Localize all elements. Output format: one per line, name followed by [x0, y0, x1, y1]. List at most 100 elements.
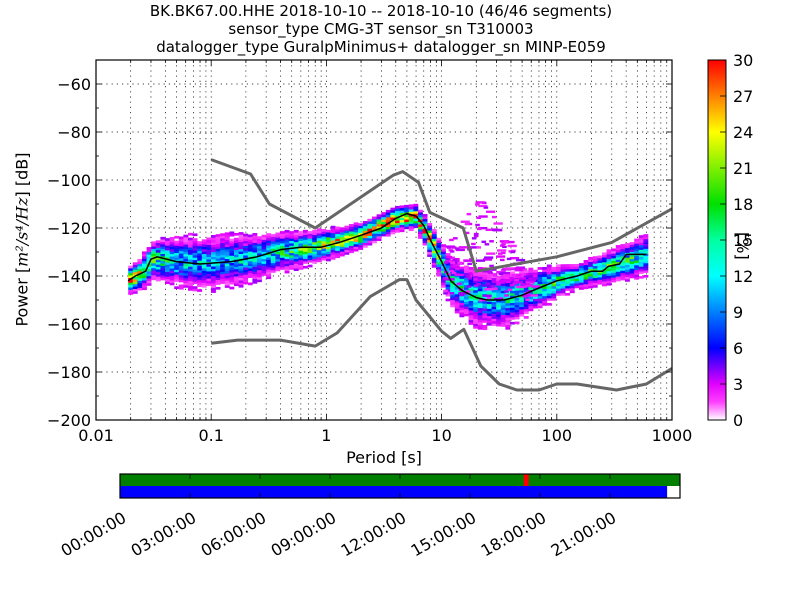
density-cell: [606, 270, 612, 274]
density-cell: [500, 271, 506, 275]
density-cell: [431, 250, 437, 254]
density-cell: [215, 236, 221, 240]
density-cell: [165, 269, 170, 273]
density-cell: [615, 269, 621, 272]
density-cell: [454, 310, 460, 314]
outlier-cell: [490, 285, 496, 288]
density-cell: [629, 244, 635, 248]
density-cell: [174, 255, 180, 258]
density-cell: [482, 279, 488, 283]
density-cell: [422, 223, 428, 227]
density-cell: [192, 245, 198, 249]
density-cell: [638, 239, 644, 243]
density-cell: [247, 251, 253, 255]
density-cell: [450, 302, 456, 305]
density-cell: [275, 268, 281, 272]
density-cell: [510, 312, 515, 315]
density-cell: [220, 274, 226, 277]
density-cell: [542, 281, 548, 285]
density-cell: [330, 254, 336, 258]
density-cell: [206, 242, 212, 246]
density-cell: [500, 316, 506, 320]
density-cell: [510, 297, 515, 301]
outlier-cell: [501, 251, 506, 255]
density-cell: [551, 293, 557, 296]
density-cell: [353, 227, 359, 230]
density-cell: [638, 268, 644, 272]
density-cell: [238, 248, 244, 252]
density-cell: [427, 251, 433, 255]
density-cell: [579, 284, 584, 288]
density-cell: [261, 261, 267, 264]
density-cell: [477, 278, 483, 282]
density-cell: [229, 241, 235, 244]
density-cell: [312, 241, 318, 245]
density-cell: [192, 276, 198, 280]
density-cell: [293, 241, 299, 245]
density-cell: [431, 257, 437, 261]
density-cell: [477, 310, 483, 313]
density-cell: [211, 256, 216, 260]
density-cell: [247, 282, 253, 286]
density-cell: [519, 313, 525, 317]
density-cell: [192, 264, 198, 268]
outlier-cell: [447, 255, 453, 259]
density-cell: [496, 299, 502, 303]
density-cell: [224, 268, 230, 272]
density-cell: [551, 274, 557, 277]
density-cell: [358, 223, 364, 226]
outlier-cell: [509, 283, 515, 287]
density-cell: [312, 253, 318, 257]
density-cell: [155, 273, 161, 277]
density-cell: [638, 235, 644, 238]
outlier-cell: [475, 259, 486, 262]
density-cell: [220, 271, 226, 275]
mode-line: [127, 212, 647, 301]
density-cell: [620, 265, 626, 269]
outlier-cell: [511, 274, 517, 277]
density-cell: [192, 288, 198, 292]
density-cell: [556, 293, 561, 296]
density-cell: [321, 255, 327, 259]
density-cell: [546, 283, 552, 287]
density-cell: [307, 235, 313, 239]
density-cell: [169, 241, 175, 245]
density-cell: [399, 205, 405, 209]
density-cell: [146, 278, 152, 281]
density-cell: [533, 272, 538, 275]
density-cell: [482, 300, 488, 304]
density-cell: [459, 278, 465, 282]
density-cell: [257, 269, 262, 273]
density-cell: [142, 287, 147, 291]
density-cell: [335, 231, 341, 235]
density-cell: [597, 255, 603, 259]
density-cell: [491, 311, 497, 315]
density-cell: [569, 280, 575, 284]
density-cell: [643, 243, 649, 247]
density-cell: [316, 230, 322, 234]
density-cell: [238, 251, 244, 254]
density-cell: [551, 278, 557, 282]
density-cell: [132, 283, 138, 287]
outlier-cell: [497, 249, 507, 252]
density-cell: [349, 243, 354, 246]
density-cell: [477, 326, 483, 330]
density-cell: [280, 235, 285, 239]
density-cell: [335, 238, 341, 242]
density-cell: [160, 253, 166, 257]
density-cell: [597, 279, 603, 283]
density-cell: [335, 252, 341, 256]
density-cell: [519, 309, 525, 312]
density-cell: [132, 288, 138, 292]
density-cell: [211, 247, 216, 250]
density-cell: [266, 271, 272, 275]
density-cell: [298, 231, 304, 234]
density-cell: [316, 254, 322, 258]
density-cell: [280, 257, 285, 261]
density-cell: [514, 299, 520, 303]
density-cell: [551, 269, 557, 272]
density-cell: [165, 276, 170, 280]
density-cell: [312, 232, 318, 235]
density-cell: [454, 296, 460, 300]
density-cell: [206, 268, 212, 272]
